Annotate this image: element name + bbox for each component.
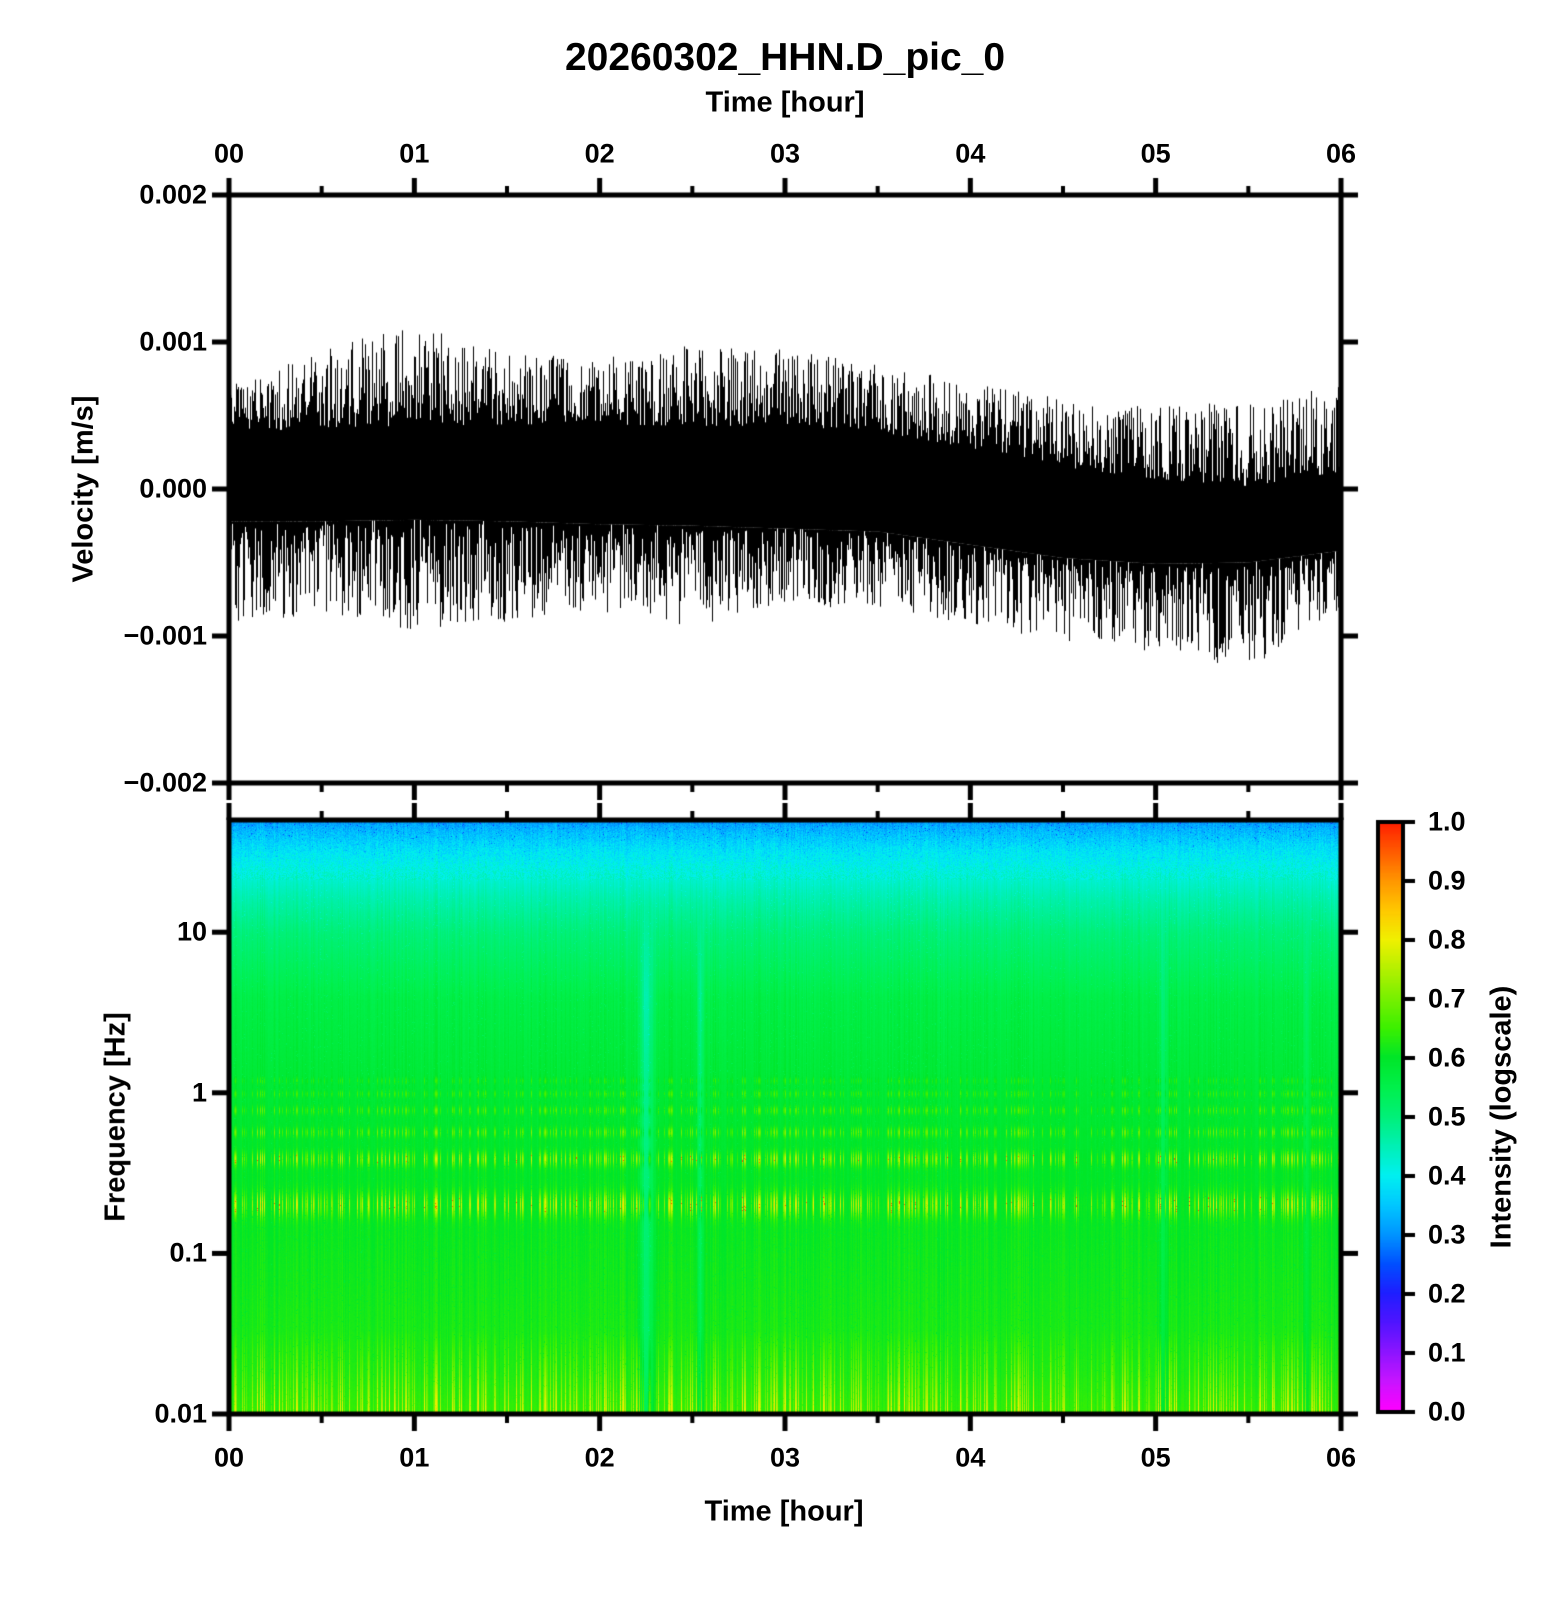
frequency-tick-label: 1 bbox=[191, 1077, 207, 1108]
colorbar-tick-label: 0.3 bbox=[1428, 1219, 1466, 1250]
velocity-tick-label: 0.002 bbox=[139, 179, 207, 210]
colorbar-tick-label: 0.7 bbox=[1428, 983, 1466, 1014]
colorbar-tick-label: 0.8 bbox=[1428, 924, 1466, 955]
velocity-tick-label: 0.000 bbox=[139, 473, 207, 504]
figure-title: 20260302_HHN.D_pic_0 bbox=[564, 36, 1006, 79]
top-xaxis-tick-label: 02 bbox=[584, 138, 615, 169]
bottom-xaxis-tick-label: 02 bbox=[584, 1442, 615, 1473]
bottom-xaxis-tick-label: 00 bbox=[213, 1442, 245, 1473]
frequency-tick-label: 0.1 bbox=[169, 1237, 207, 1268]
colorbar-tick-label: 0.2 bbox=[1428, 1278, 1466, 1309]
top-xaxis-tick-label: 06 bbox=[1325, 138, 1357, 169]
bottom-xaxis-tick-label: 06 bbox=[1325, 1442, 1357, 1473]
velocity-tick-label: 0.001 bbox=[139, 326, 207, 357]
frequency-axis-label: Frequency [Hz] bbox=[99, 1012, 132, 1222]
top-xaxis-tick-label: 04 bbox=[955, 138, 986, 169]
frequency-tick-label: 10 bbox=[176, 916, 207, 947]
bottom-xaxis-label: Time [hour] bbox=[704, 1495, 864, 1528]
bottom-xaxis-tick-label: 04 bbox=[955, 1442, 986, 1473]
top-xaxis-tick-label: 00 bbox=[213, 138, 245, 169]
colorbar-label: Intensity (logscale) bbox=[1485, 985, 1518, 1249]
colorbar-tick-label: 0.5 bbox=[1428, 1101, 1466, 1132]
top-xaxis-label: Time [hour] bbox=[705, 86, 865, 119]
bottom-xaxis-tick-label: 01 bbox=[399, 1442, 430, 1473]
top-xaxis-tick-label: 03 bbox=[769, 138, 801, 169]
top-xaxis-tick-label: 01 bbox=[399, 138, 430, 169]
top-xaxis-tick-label: 05 bbox=[1140, 138, 1171, 169]
colorbar-tick-label: 0.0 bbox=[1428, 1396, 1466, 1427]
bottom-xaxis-tick-label: 03 bbox=[769, 1442, 801, 1473]
velocity-tick-label: −0.001 bbox=[123, 620, 207, 651]
colorbar-tick-label: 1.0 bbox=[1428, 806, 1466, 837]
colorbar-tick-label: 0.6 bbox=[1428, 1042, 1466, 1073]
colorbar-tick-label: 0.1 bbox=[1428, 1337, 1466, 1368]
bottom-xaxis-tick-label: 05 bbox=[1140, 1442, 1171, 1473]
velocity-tick-label: −0.002 bbox=[123, 767, 207, 798]
velocity-axis-label: Velocity [m/s] bbox=[67, 395, 100, 583]
frequency-tick-label: 0.01 bbox=[154, 1398, 207, 1429]
colorbar-tick-label: 0.4 bbox=[1428, 1160, 1466, 1191]
colorbar-tick-label: 0.9 bbox=[1428, 865, 1466, 896]
